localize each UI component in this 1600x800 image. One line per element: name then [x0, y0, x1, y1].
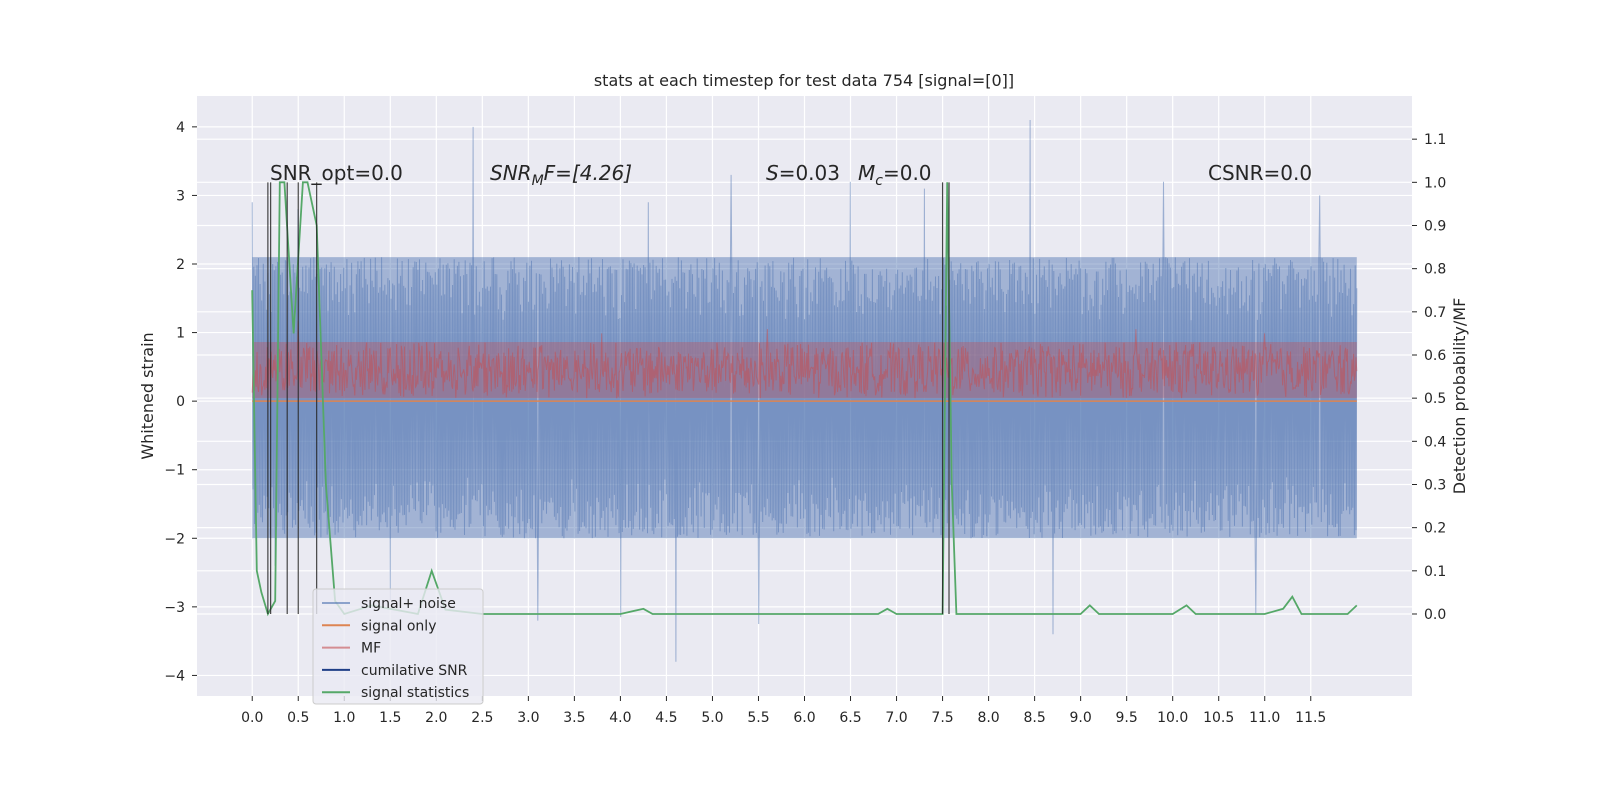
y2-tick-label: 0.0	[1424, 607, 1446, 623]
series-signal-noise-line	[251, 119, 1358, 662]
x-tick-label: 7.0	[885, 710, 907, 726]
annotation-snr-mf: SNRMF=[4.26]	[490, 161, 632, 189]
legend-label: signal statistics	[361, 685, 469, 701]
x-tick-label: 10.0	[1157, 710, 1188, 726]
y2-tick-label: 0.4	[1424, 434, 1446, 450]
annotations: SNR_opt=0.0 SNRMF=[4.26] S=0.03 Mc=0.0 C…	[270, 161, 1312, 189]
x-tick-label: 9.0	[1070, 710, 1092, 726]
annotation-snr-mf-sub: M	[532, 173, 544, 189]
data-layer	[251, 119, 1358, 662]
y-tick-label: 2	[176, 257, 185, 273]
annotation-mc-value: =0.0	[883, 161, 932, 185]
y2-tick-label: 0.2	[1424, 521, 1446, 537]
legend-label: cumilative SNR	[361, 663, 468, 679]
annotation-csnr: CSNR=0.0	[1208, 161, 1312, 185]
x-tick-label: 8.5	[1023, 710, 1045, 726]
x-tick-label: 5.5	[747, 710, 769, 726]
y2-tick-label: 0.6	[1424, 348, 1446, 364]
x-tick-label: 8.0	[977, 710, 999, 726]
y-tick-label: −1	[164, 463, 185, 479]
annotation-s: S=0.03	[766, 161, 840, 185]
chart-title: stats at each timestep for test data 754…	[594, 71, 1014, 90]
y2-tick-label: 1.0	[1424, 175, 1446, 191]
y2-tick-label: 0.3	[1424, 477, 1446, 493]
y-tick-label: 3	[176, 188, 185, 204]
annotation-mc-sub: c	[875, 173, 883, 189]
y-tick-label: 0	[176, 394, 185, 410]
x-tick-label: 3.0	[517, 710, 539, 726]
y2-axis-label: Detection probability/MF	[1450, 298, 1469, 495]
x-tick-label: 2.0	[425, 710, 447, 726]
x-tick-label: 7.5	[931, 710, 953, 726]
y-axis-label: Whitened strain	[138, 332, 157, 459]
x-tick-label: 1.5	[379, 710, 401, 726]
annotation-s-symbol: S	[766, 161, 779, 185]
x-tick-label: 1.0	[333, 710, 355, 726]
y2-tick-label: 0.7	[1424, 305, 1446, 321]
y-tick-label: −3	[164, 600, 185, 616]
legend: signal+ noise signal only MF cumilative SNR…	[312, 588, 484, 705]
y2-tick-label: 0.9	[1424, 218, 1446, 234]
series-signal-statistics-line	[251, 181, 1358, 617]
legend-label: signal+ noise	[361, 596, 456, 612]
x-tick-label: 0.0	[241, 710, 263, 726]
y2-tick-label: 0.5	[1424, 391, 1446, 407]
x-tick-label: 9.5	[1116, 710, 1138, 726]
y-tick-label: −2	[164, 531, 185, 547]
x-tick-label: 6.0	[793, 710, 815, 726]
legend-box	[312, 588, 484, 705]
axis-layer: 0.0 0.5 1.0 1.5 2.0 2.5 3.0 3.5 4.0 4.5 5.0 5.5 6.0 6…	[164, 120, 1446, 726]
x-tick-label: 6.5	[839, 710, 861, 726]
legend-label: signal only	[361, 618, 436, 634]
y-tick-label: 1	[176, 326, 185, 342]
annotation-mc-symbol: M	[858, 161, 875, 185]
x-tick-label: 4.0	[609, 710, 631, 726]
x-tick-label: 4.5	[655, 710, 677, 726]
series-mf-line	[251, 320, 1358, 399]
annotation-mc: Mc=0.0	[858, 161, 932, 189]
annotation-snr-opt: SNR_opt=0.0	[270, 161, 403, 185]
annotation-snr-mf-base: SNR	[490, 161, 532, 185]
legend-label: MF	[361, 641, 381, 657]
x-tick-label: 3.5	[563, 710, 585, 726]
y-tick-label: −4	[164, 668, 185, 684]
y-tick-label: 4	[176, 120, 185, 136]
annotation-snr-mf-value: F=[4.26]	[544, 161, 632, 185]
x-tick-label: 11.5	[1295, 710, 1326, 726]
y2-tick-label: 1.1	[1424, 132, 1446, 148]
y2-tick-label: 0.8	[1424, 262, 1446, 278]
annotation-s-value: =0.03	[779, 161, 840, 185]
x-tick-label: 2.5	[471, 710, 493, 726]
x-tick-label: 5.0	[701, 710, 723, 726]
y2-tick-label: 0.1	[1424, 564, 1446, 580]
x-tick-label: 11.0	[1249, 710, 1280, 726]
x-tick-label: 0.5	[287, 710, 309, 726]
x-tick-label: 10.5	[1203, 710, 1234, 726]
